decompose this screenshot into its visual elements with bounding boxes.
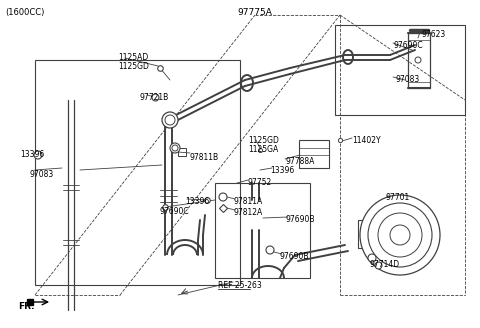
Text: 97690C: 97690C — [393, 41, 422, 50]
Circle shape — [162, 112, 178, 128]
Text: 97812A: 97812A — [233, 208, 262, 217]
Circle shape — [219, 193, 227, 201]
Text: 13396: 13396 — [270, 166, 294, 175]
Text: 13396: 13396 — [185, 197, 209, 206]
Text: 97701: 97701 — [386, 193, 410, 202]
Bar — [335, 25, 465, 115]
Bar — [358, 220, 388, 248]
Text: 97690B: 97690B — [286, 215, 315, 224]
Circle shape — [34, 151, 42, 159]
Text: 97811B: 97811B — [190, 153, 219, 162]
Bar — [299, 140, 329, 168]
Text: 97623: 97623 — [422, 30, 446, 39]
Text: REF 25-263: REF 25-263 — [218, 281, 262, 290]
Text: (1600CC): (1600CC) — [5, 8, 44, 17]
Text: 1125GD: 1125GD — [118, 62, 149, 71]
Text: 97775A: 97775A — [238, 8, 273, 17]
Circle shape — [266, 246, 274, 254]
Text: 13396: 13396 — [20, 150, 44, 159]
Text: 1125GA: 1125GA — [248, 145, 278, 154]
Text: FR.: FR. — [18, 302, 35, 311]
Circle shape — [368, 254, 376, 262]
Circle shape — [360, 195, 440, 275]
Text: 97690B: 97690B — [280, 252, 310, 261]
Circle shape — [368, 203, 432, 267]
Text: 1125GD: 1125GD — [248, 136, 279, 145]
Circle shape — [378, 213, 422, 257]
Circle shape — [415, 57, 421, 63]
Text: 97083: 97083 — [395, 75, 419, 84]
Circle shape — [390, 225, 410, 245]
Text: 97083: 97083 — [30, 170, 54, 179]
Text: 11402Y: 11402Y — [352, 136, 381, 145]
Bar — [408, 33, 430, 88]
Text: 97690C: 97690C — [160, 207, 190, 216]
Bar — [215, 183, 310, 278]
Text: 97811A: 97811A — [233, 197, 262, 206]
Text: 97788A: 97788A — [285, 157, 314, 166]
Bar — [178, 148, 186, 156]
Text: 97714D: 97714D — [370, 260, 400, 269]
Text: 97721B: 97721B — [139, 93, 168, 102]
Circle shape — [170, 143, 180, 153]
Circle shape — [172, 145, 178, 151]
Text: 1125AD: 1125AD — [118, 53, 148, 62]
Text: 97752: 97752 — [248, 178, 272, 187]
Bar — [35, 60, 240, 285]
Circle shape — [165, 115, 175, 125]
